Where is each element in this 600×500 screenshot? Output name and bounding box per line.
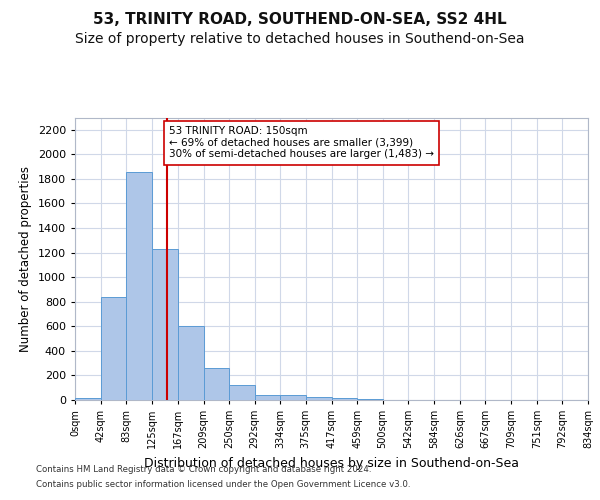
Bar [305,397,331,400]
Bar [203,368,229,400]
Bar [178,326,203,400]
Bar [331,398,358,400]
Y-axis label: Number of detached properties: Number of detached properties [19,166,32,352]
Bar [126,172,152,400]
Bar [254,395,280,400]
Bar [75,398,101,400]
Text: Contains HM Land Registry data © Crown copyright and database right 2024.: Contains HM Land Registry data © Crown c… [36,465,371,474]
X-axis label: Distribution of detached houses by size in Southend-on-Sea: Distribution of detached houses by size … [144,456,519,469]
Bar [229,386,254,400]
Text: 53, TRINITY ROAD, SOUTHEND-ON-SEA, SS2 4HL: 53, TRINITY ROAD, SOUTHEND-ON-SEA, SS2 4… [93,12,507,28]
Text: 53 TRINITY ROAD: 150sqm
← 69% of detached houses are smaller (3,399)
30% of semi: 53 TRINITY ROAD: 150sqm ← 69% of detache… [169,126,434,160]
Bar [152,249,178,400]
Bar [101,297,126,400]
Bar [280,395,305,400]
Text: Contains public sector information licensed under the Open Government Licence v3: Contains public sector information licen… [36,480,410,489]
Text: Size of property relative to detached houses in Southend-on-Sea: Size of property relative to detached ho… [75,32,525,46]
